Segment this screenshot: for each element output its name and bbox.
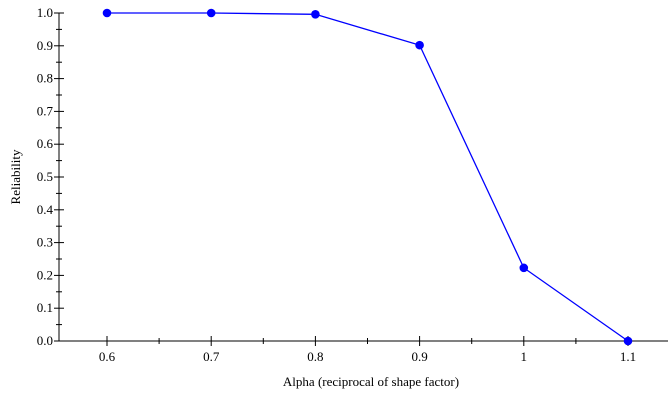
y-tick-label: 0.8 bbox=[37, 71, 53, 86]
data-point bbox=[623, 336, 633, 346]
y-tick-label: 0.4 bbox=[37, 202, 54, 217]
y-tick-label: 0.3 bbox=[37, 235, 53, 250]
y-tick-label: 0.2 bbox=[37, 267, 53, 282]
y-tick-label: 0.7 bbox=[37, 103, 54, 118]
x-tick-label: 1 bbox=[521, 349, 528, 364]
x-tick-label: 0.8 bbox=[307, 349, 323, 364]
chart-axes bbox=[58, 13, 668, 342]
data-point bbox=[206, 8, 216, 18]
data-point bbox=[415, 40, 424, 50]
data-point bbox=[102, 8, 112, 18]
y-tick-label: 0.9 bbox=[37, 38, 53, 53]
y-axis-ticks: 0.0 0.1 0.2 0.3 0.4 0.5 0.6 0.7 0.8 0.9 1.0 bbox=[37, 5, 64, 348]
y-tick-label: 0.6 bbox=[37, 136, 54, 151]
x-tick-label: 1.1 bbox=[620, 349, 636, 364]
x-tick-label: 0.6 bbox=[99, 349, 116, 364]
data-point bbox=[519, 263, 529, 273]
y-tick-label: 0.5 bbox=[37, 169, 53, 184]
x-tick-label: 0.9 bbox=[411, 349, 427, 364]
x-tick-label: 0.7 bbox=[203, 349, 220, 364]
y-tick-label: 1.0 bbox=[37, 5, 53, 20]
x-axis-title: Alpha (reciprocal of shape factor) bbox=[283, 374, 459, 389]
x-axis-ticks: 0.6 0.7 0.8 0.9 1 1.1 bbox=[99, 336, 636, 364]
y-tick-label: 0.1 bbox=[37, 300, 53, 315]
series-line bbox=[107, 12, 629, 342]
data-point bbox=[311, 10, 320, 19]
y-axis-title: Reliability bbox=[8, 149, 23, 204]
series-layer bbox=[102, 8, 633, 346]
y-tick-label: 0.0 bbox=[37, 333, 53, 348]
